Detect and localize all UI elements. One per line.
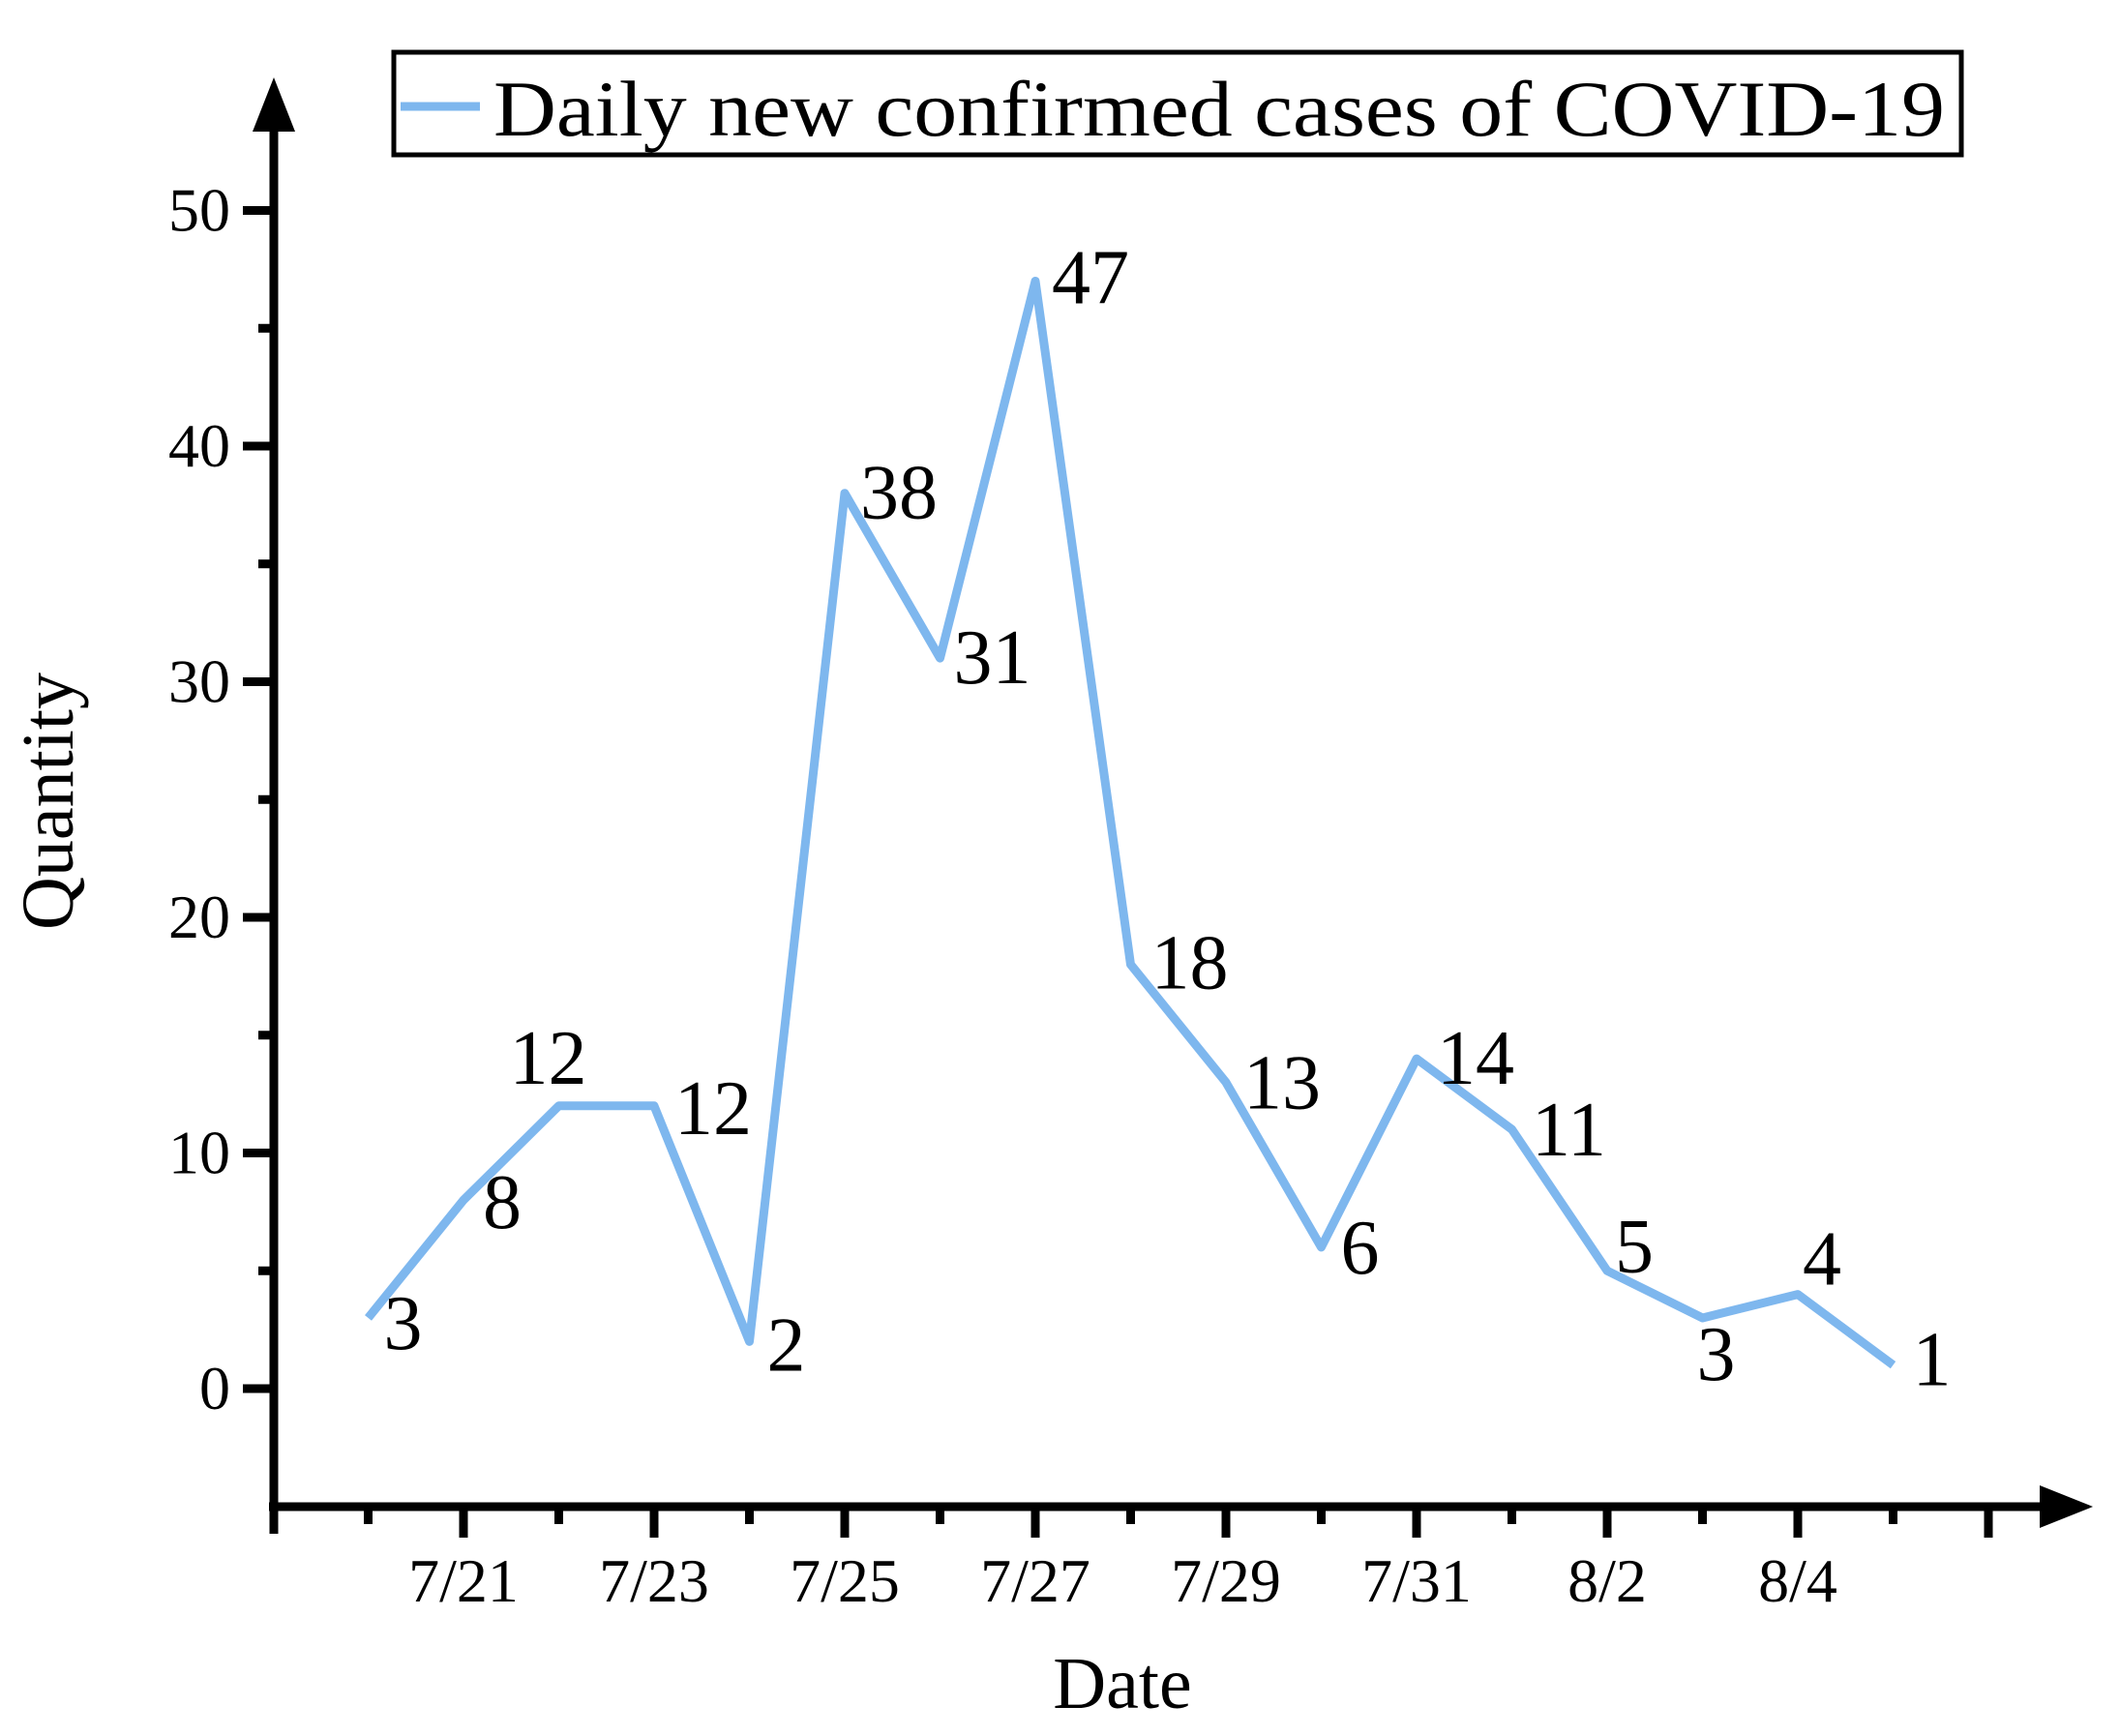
x-tick-label: 7/23 <box>599 1546 709 1615</box>
y-tick-label: 10 <box>168 1119 230 1187</box>
legend-box <box>391 49 1964 158</box>
x-tick-label: 7/25 <box>790 1546 900 1615</box>
data-point-label: 5 <box>1615 1204 1654 1289</box>
data-point-label: 8 <box>483 1160 522 1245</box>
y-tick-label: 50 <box>168 176 230 245</box>
x-tick-label: 7/31 <box>1361 1546 1472 1615</box>
data-point-label: 38 <box>860 451 938 536</box>
y-axis-arrow-icon <box>253 77 295 132</box>
data-point-label: 4 <box>1803 1217 1841 1302</box>
y-tick-label: 40 <box>168 411 230 480</box>
data-point-label: 3 <box>1697 1312 1736 1397</box>
data-point-label: 12 <box>674 1066 752 1152</box>
x-axis-title: Date <box>1053 1643 1191 1724</box>
data-point-label: 47 <box>1052 236 1129 321</box>
legend-label: Daily new confirmed cases of COVID-19 <box>493 65 1945 153</box>
x-tick-label: 8/4 <box>1758 1546 1837 1615</box>
data-point-label: 13 <box>1243 1040 1321 1125</box>
data-point-label: 3 <box>384 1281 423 1366</box>
y-tick-label: 20 <box>168 883 230 951</box>
data-point-label: 6 <box>1341 1206 1380 1291</box>
y-tick-label: 30 <box>168 647 230 716</box>
data-point-label: 2 <box>767 1302 806 1388</box>
x-tick-label: 7/27 <box>980 1546 1090 1615</box>
data-point-label: 11 <box>1532 1088 1606 1173</box>
x-tick-label: 7/29 <box>1171 1546 1281 1615</box>
data-point-label: 12 <box>510 1016 587 1101</box>
x-tick-label: 7/21 <box>408 1546 519 1615</box>
data-point-label: 14 <box>1437 1016 1514 1101</box>
legend: Daily new confirmed cases of COVID-19 <box>391 49 1964 158</box>
x-axis-arrow-icon <box>2040 1485 2093 1528</box>
data-series <box>365 277 1896 1369</box>
x-tick-label: 8/2 <box>1568 1546 1647 1615</box>
covid-cases-line <box>365 277 1896 1369</box>
y-axis-title: Quantity <box>8 673 89 930</box>
data-point-label: 1 <box>1913 1318 1952 1403</box>
y-tick-label: 0 <box>199 1354 230 1422</box>
axes: 7/21 7/23 7/25 7/27 7/29 7/31 8/2 8/4 0 10 20 30 40 5… <box>168 77 2093 1615</box>
data-point-label: 18 <box>1151 921 1229 1006</box>
data-point-label: 31 <box>954 615 1031 701</box>
